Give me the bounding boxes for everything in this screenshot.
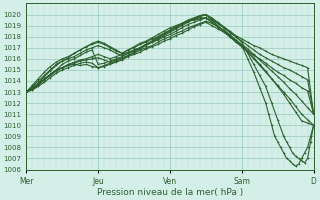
X-axis label: Pression niveau de la mer( hPa ): Pression niveau de la mer( hPa ) (97, 188, 243, 197)
